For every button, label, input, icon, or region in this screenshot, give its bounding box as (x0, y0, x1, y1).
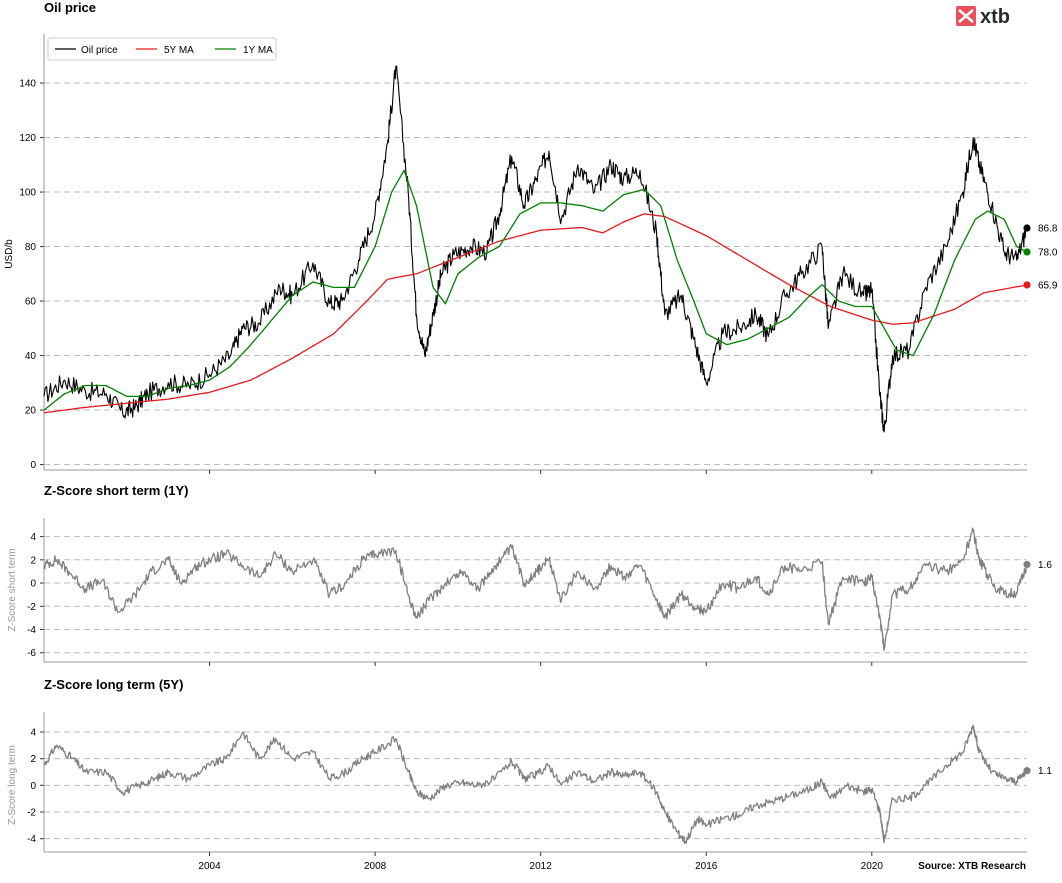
end-marker-oil-5y-ma (1023, 281, 1031, 289)
ytick-label-zlong: 4 (30, 728, 36, 739)
panel-title-oil: Oil price (44, 0, 96, 15)
series-line-oil-1y-ma (43, 169, 1028, 411)
ylabel-zlong: Z-Score long term (7, 745, 18, 825)
end-value-label-oil-oil-price: 86.8 (1038, 224, 1058, 235)
end-marker-oil-1y-ma (1023, 248, 1031, 256)
ytick-label-oil: 100 (19, 188, 36, 199)
end-value-label-oil-1y-ma: 78.0 (1038, 248, 1058, 259)
legend-label-oil: Oil price (81, 45, 118, 56)
chart-panels: 02040608010012014086.865.978.0-6-4-20241… (19, 34, 1058, 872)
series-line-oil-5y-ma (43, 213, 1028, 414)
ytick-label-zshort: 2 (30, 555, 36, 566)
xtick-label: 2012 (530, 861, 553, 872)
series-line-zlong-zlong (43, 724, 1028, 845)
ytick-label-oil: 40 (25, 351, 37, 362)
legend-label-1yma: 1Y MA (243, 45, 273, 56)
ytick-label-zlong: -2 (27, 808, 36, 819)
end-value-label-oil-5y-ma: 65.9 (1038, 280, 1058, 291)
ytick-label-oil: 0 (30, 460, 36, 471)
legend-label-5yma: 5Y MA (164, 45, 194, 56)
series-line-oil-oil-price (43, 65, 1028, 433)
xtick-label: 2008 (364, 861, 387, 872)
end-marker-zshort-zshort (1023, 560, 1031, 569)
xtb-logo-mark (958, 9, 974, 23)
end-marker-oil-oil-price (1023, 224, 1031, 232)
ytick-label-oil: 140 (19, 79, 36, 90)
xtick-label: 2004 (198, 861, 221, 872)
end-value-label-zshort-zshort: 1.6 (1038, 560, 1052, 571)
ytick-label-zshort: -2 (27, 602, 36, 613)
ytick-label-zshort: -4 (27, 625, 36, 636)
ytick-label-zlong: 2 (30, 754, 36, 765)
ytick-label-zlong: -4 (27, 834, 36, 845)
series-line-zshort-zshort (43, 527, 1028, 651)
xtick-label: 2020 (861, 861, 884, 872)
xtb-logo-text: xtb (980, 6, 1010, 28)
end-value-label-zlong-zlong: 1.1 (1038, 766, 1052, 777)
ylabel-zshort: Z-Score short term (7, 548, 18, 631)
ytick-label-oil: 20 (25, 406, 37, 417)
ytick-label-oil: 80 (25, 242, 37, 253)
legend-box (47, 37, 277, 61)
end-marker-zlong-zlong (1023, 767, 1031, 775)
panel-title-zlong: Z-Score long term (5Y) (44, 677, 183, 692)
ytick-label-oil: 60 (25, 297, 37, 308)
ytick-label-zshort: -6 (27, 648, 36, 659)
source-note: Source: XTB Research (918, 861, 1026, 872)
xtick-label: 2016 (695, 861, 718, 872)
legend: Oil price 5Y MA 1Y MA (47, 37, 277, 61)
ytick-label-oil: 120 (19, 133, 36, 144)
xtb-logo: xtb (956, 6, 1010, 28)
ylabel-oil: USD/b (4, 239, 15, 269)
panel-title-zshort: Z-Score short term (1Y) (44, 483, 188, 498)
ytick-label-zshort: 4 (30, 532, 36, 543)
ytick-label-zlong: 0 (30, 781, 36, 792)
ytick-label-zshort: 0 (30, 579, 36, 590)
